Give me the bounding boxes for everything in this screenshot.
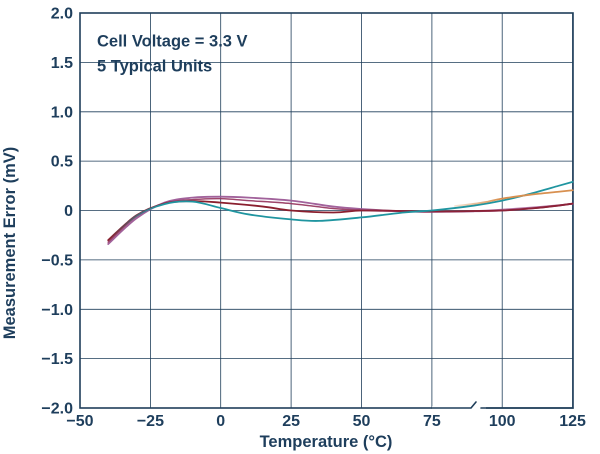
svg-text:Measurement Error (mV): Measurement Error (mV) — [1, 147, 19, 340]
svg-text:−1.5: −1.5 — [41, 351, 73, 368]
svg-text:25: 25 — [282, 413, 300, 430]
svg-text:50: 50 — [353, 413, 371, 430]
svg-text:0: 0 — [64, 203, 73, 220]
svg-text:2.0: 2.0 — [51, 6, 73, 23]
svg-text:100: 100 — [489, 413, 516, 430]
svg-text:5 Typical Units: 5 Typical Units — [97, 58, 212, 76]
svg-text:Cell Voltage = 3.3 V: Cell Voltage = 3.3 V — [97, 33, 248, 51]
svg-text:75: 75 — [423, 413, 441, 430]
svg-text:−0.5: −0.5 — [41, 252, 73, 269]
svg-text:125: 125 — [559, 413, 586, 430]
svg-text:Temperature (°C): Temperature (°C) — [260, 433, 393, 451]
svg-text:0: 0 — [216, 413, 225, 430]
svg-text:1.5: 1.5 — [51, 55, 73, 72]
svg-text:−50: −50 — [66, 413, 93, 430]
svg-text:−25: −25 — [137, 413, 164, 430]
svg-text:0.5: 0.5 — [51, 154, 73, 171]
svg-text:−1.0: −1.0 — [41, 302, 73, 319]
svg-text:1.0: 1.0 — [51, 104, 73, 121]
